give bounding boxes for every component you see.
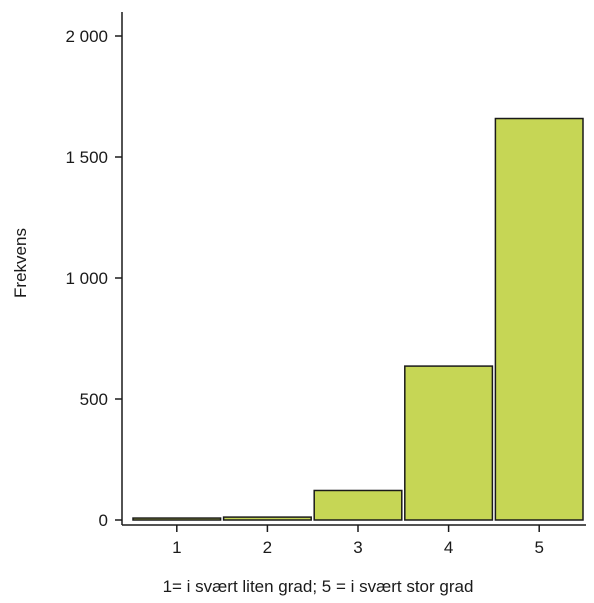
bar-3 xyxy=(313,489,403,521)
x-ticks: 1 2 3 4 5 xyxy=(172,525,544,557)
y-tick-label: 1 500 xyxy=(65,148,108,167)
x-tick-label: 2 xyxy=(263,538,272,557)
y-tick-label: 500 xyxy=(80,390,108,409)
y-axis-title: Frekvens xyxy=(11,228,30,298)
x-axis-title: 1= i svært liten grad; 5 = i svært stor … xyxy=(163,577,474,596)
y-ticks: 0 500 1 000 1 500 2 000 xyxy=(65,27,122,530)
y-tick-label: 2 000 xyxy=(65,27,108,46)
y-axis: 0 500 1 000 1 500 2 000 xyxy=(65,12,123,530)
y-tick-label: 0 xyxy=(99,511,108,530)
x-tick-label: 5 xyxy=(534,538,543,557)
bar-4 xyxy=(404,365,494,521)
x-axis: 1 2 3 4 5 xyxy=(122,524,586,557)
y-tick-label: 1 000 xyxy=(65,269,108,288)
bar-5 xyxy=(494,117,584,521)
x-tick-label: 1 xyxy=(172,538,181,557)
x-tick-label: 3 xyxy=(353,538,362,557)
x-tick-label: 4 xyxy=(444,538,453,557)
bar-2 xyxy=(222,516,312,521)
bar-1 xyxy=(132,517,222,521)
bars xyxy=(132,117,584,521)
